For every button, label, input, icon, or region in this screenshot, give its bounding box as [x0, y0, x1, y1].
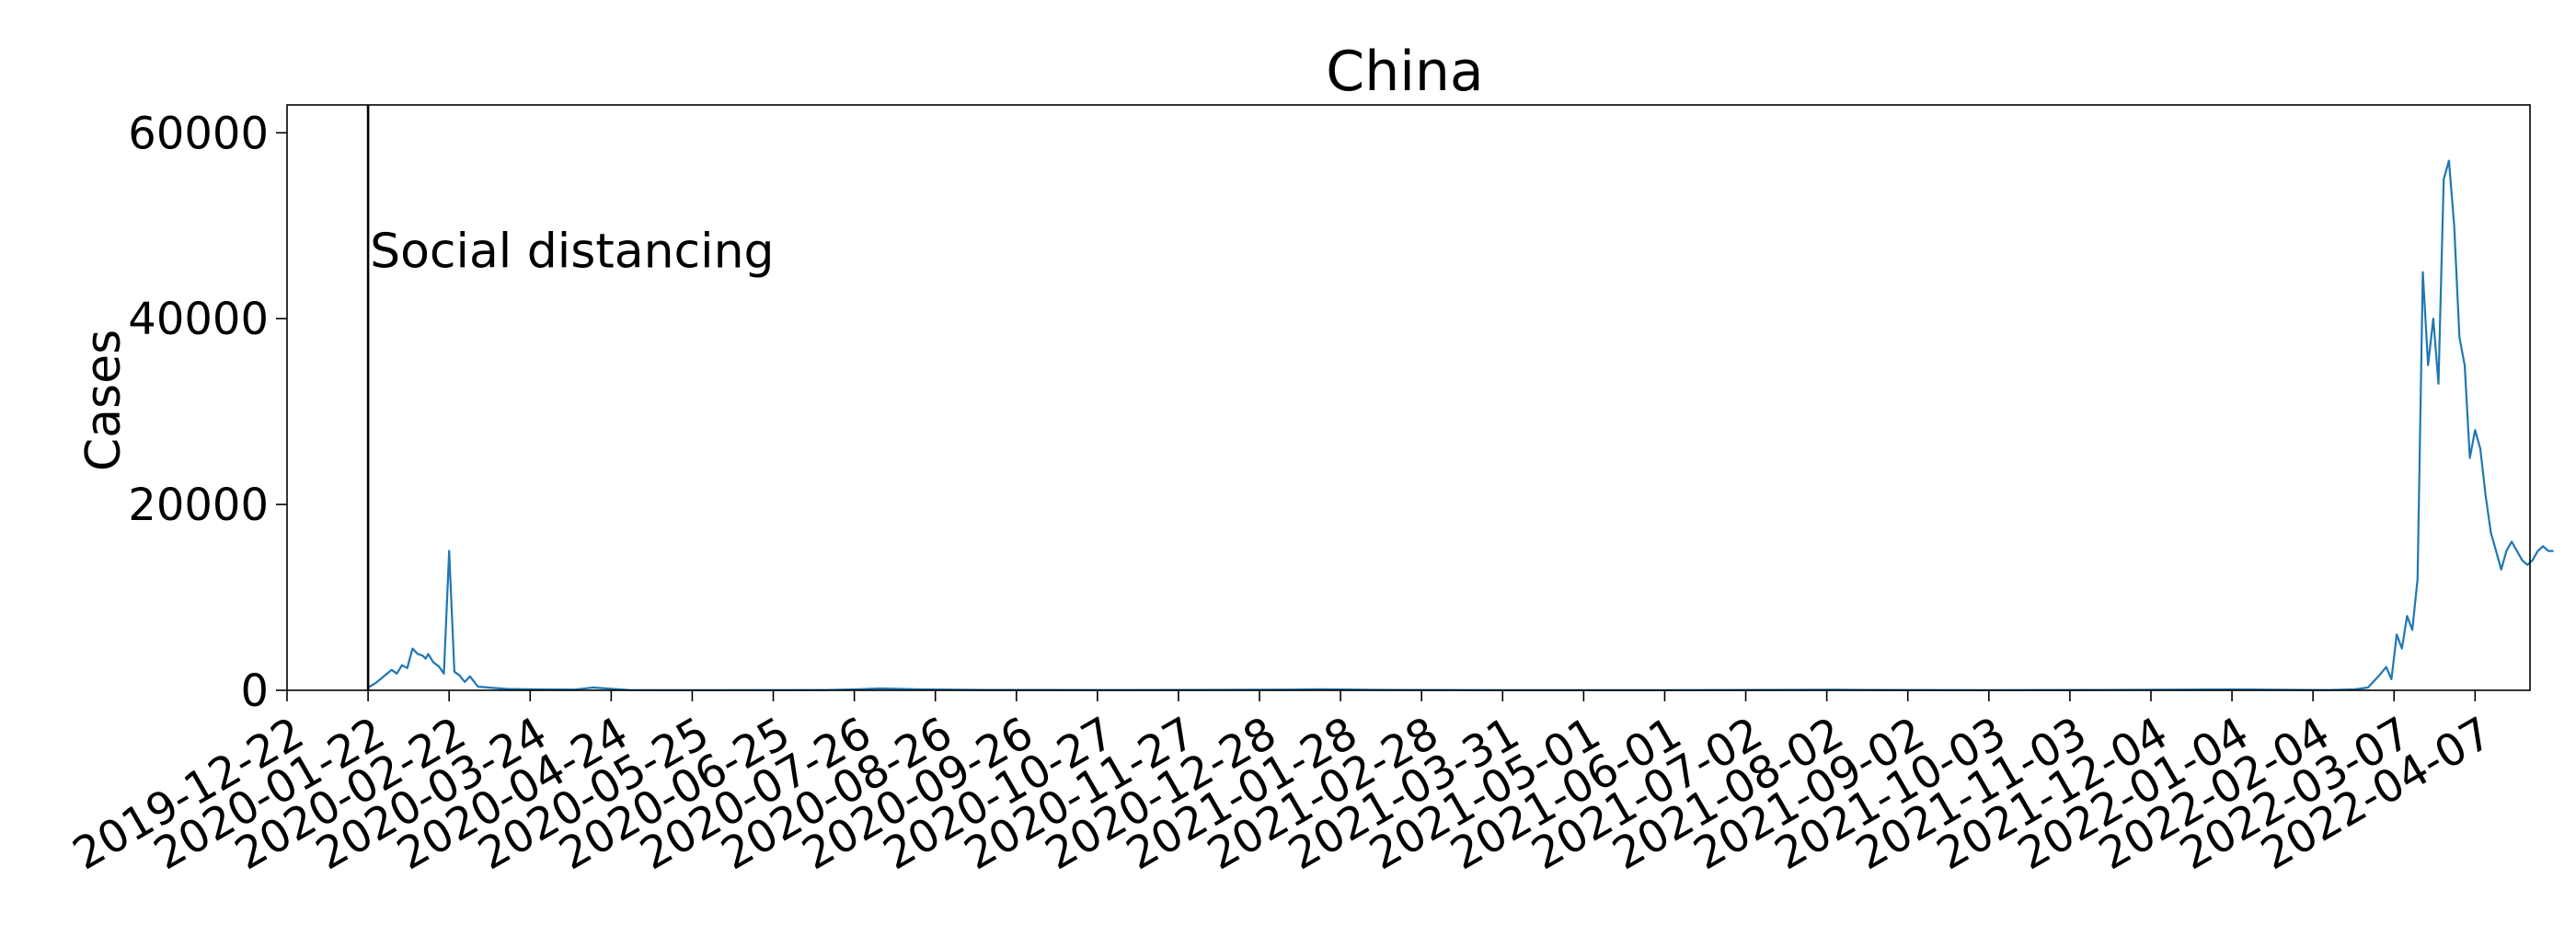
y-tick-label: 0 — [240, 665, 269, 717]
chart-title: China — [1326, 40, 1483, 104]
y-axis-ticks: 0 20000 40000 60000 — [128, 108, 287, 717]
y-tick-label: 40000 — [128, 294, 269, 345]
y-axis-label: Cases — [76, 330, 132, 471]
y-tick-label: 20000 — [128, 480, 269, 531]
annotation-layer: Social distancing — [366, 105, 775, 690]
social-distancing-label: Social distancing — [370, 224, 774, 279]
y-tick-label: 60000 — [128, 108, 269, 159]
plot-frame — [286, 104, 2531, 691]
